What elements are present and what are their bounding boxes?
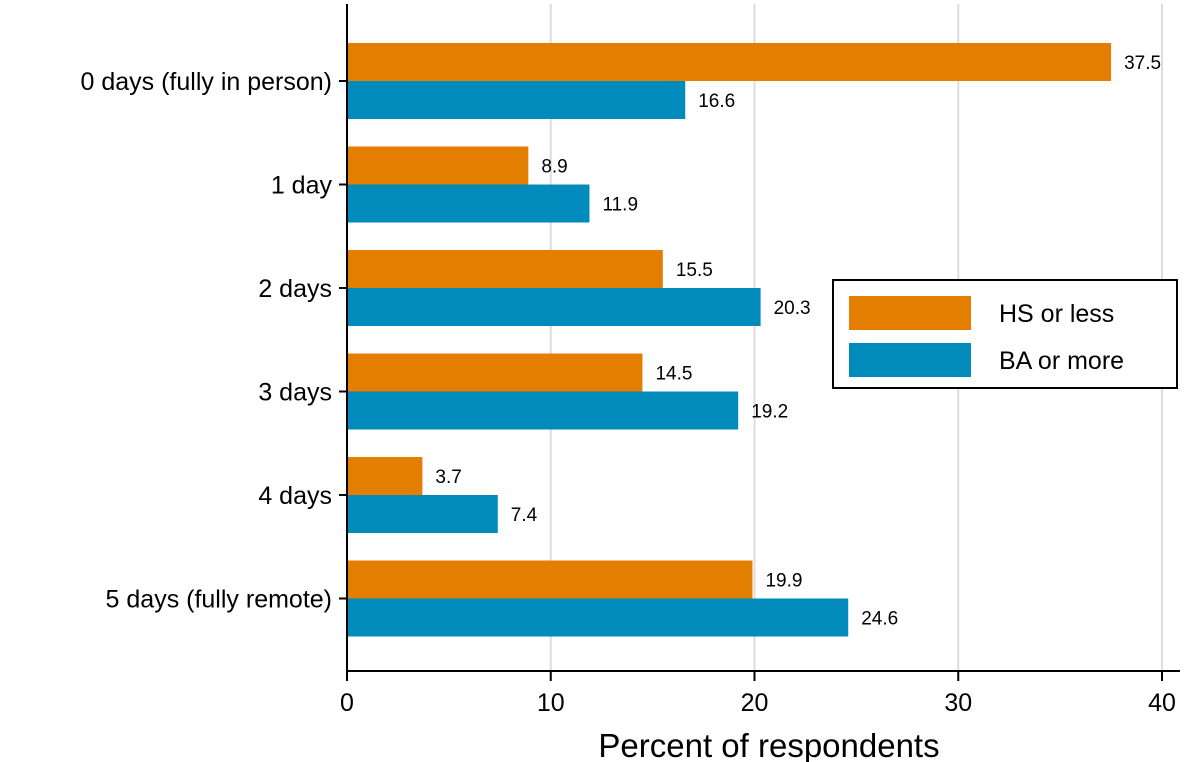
bar bbox=[347, 353, 643, 392]
bar-value-label: 7.4 bbox=[511, 505, 538, 526]
bar bbox=[347, 81, 686, 119]
bar bbox=[347, 288, 761, 326]
legend-label-ba-or-more: BA or more bbox=[999, 347, 1124, 375]
bar-value-label: 37.5 bbox=[1124, 53, 1161, 74]
bars bbox=[347, 43, 1112, 637]
legend-swatch-hs-or-less bbox=[849, 296, 971, 330]
value-labels: 37.5 16.6 8.9 11.9 15.5 20.3 14.5 19.2 3.7 7.4 19.… bbox=[435, 53, 1161, 630]
category-label: 2 days bbox=[258, 275, 332, 303]
legend-label-hs-or-less: HS or less bbox=[999, 300, 1114, 328]
bar bbox=[347, 495, 498, 533]
bar bbox=[347, 457, 423, 495]
bar-value-label: 3.7 bbox=[435, 467, 461, 488]
bar-value-label: 11.9 bbox=[602, 195, 638, 216]
category-label: 4 days bbox=[258, 482, 332, 510]
bar bbox=[347, 184, 590, 223]
bar bbox=[347, 598, 849, 637]
legend: HS or less BA or more bbox=[832, 279, 1178, 389]
x-tick-label: 20 bbox=[741, 689, 769, 717]
x-ticks: 0 10 20 30 40 bbox=[340, 671, 1176, 717]
category-labels: 0 days (fully in person) 1 day 2 days 3 day… bbox=[80, 68, 347, 614]
bar-value-label: 24.6 bbox=[861, 609, 898, 630]
bar-value-label: 16.6 bbox=[698, 91, 735, 112]
bar bbox=[347, 146, 529, 185]
category-label: 1 day bbox=[271, 172, 333, 200]
bar bbox=[347, 43, 1112, 81]
axes bbox=[346, 4, 1180, 672]
bar-value-label: 19.2 bbox=[751, 402, 788, 423]
bar-value-label: 14.5 bbox=[655, 364, 692, 385]
legend-swatch-ba-or-more bbox=[849, 343, 971, 377]
x-tick-label: 10 bbox=[537, 689, 565, 717]
bar bbox=[347, 391, 739, 430]
x-tick-label: 0 bbox=[340, 689, 354, 717]
category-label: 3 days bbox=[258, 379, 332, 407]
x-tick-label: 30 bbox=[944, 689, 972, 717]
bar-value-label: 20.3 bbox=[774, 298, 811, 319]
category-label: 0 days (fully in person) bbox=[80, 68, 332, 96]
bar-value-label: 15.5 bbox=[676, 260, 713, 281]
bar-value-label: 8.9 bbox=[541, 157, 567, 178]
x-tick-label: 40 bbox=[1148, 689, 1176, 717]
bar bbox=[347, 250, 663, 288]
bar bbox=[347, 560, 753, 599]
category-label: 5 days (fully remote) bbox=[106, 586, 332, 614]
bar-value-label: 19.9 bbox=[765, 571, 802, 592]
x-axis-title: Percent of respondents bbox=[598, 727, 939, 762]
